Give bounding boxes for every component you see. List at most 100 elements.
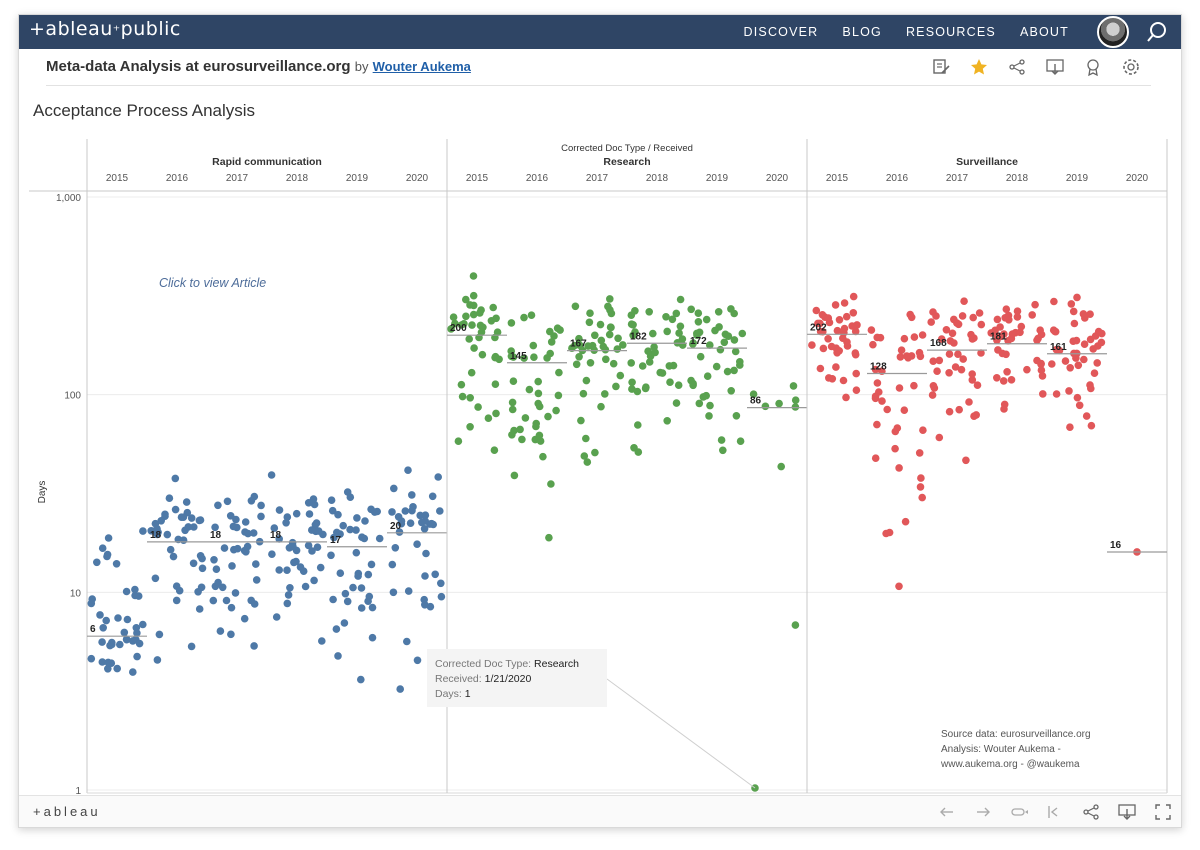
data-point[interactable] bbox=[198, 564, 207, 573]
data-point[interactable] bbox=[227, 603, 236, 612]
data-point[interactable] bbox=[1039, 390, 1047, 398]
data-point[interactable] bbox=[649, 329, 657, 338]
data-point[interactable] bbox=[301, 582, 310, 591]
data-point[interactable] bbox=[171, 505, 180, 514]
data-point[interactable] bbox=[896, 353, 905, 361]
data-point[interactable] bbox=[318, 637, 326, 645]
data-point[interactable] bbox=[252, 560, 260, 568]
data-point[interactable] bbox=[702, 315, 711, 324]
data-point[interactable] bbox=[597, 402, 605, 411]
data-point[interactable] bbox=[583, 458, 592, 466]
fullscreen-icon[interactable] bbox=[1153, 802, 1173, 822]
data-point[interactable] bbox=[493, 328, 502, 336]
data-point[interactable] bbox=[361, 517, 369, 525]
data-point[interactable] bbox=[972, 411, 980, 419]
series-research[interactable] bbox=[447, 272, 800, 629]
data-point[interactable] bbox=[252, 576, 261, 584]
data-point[interactable] bbox=[878, 397, 886, 405]
data-point[interactable] bbox=[1073, 393, 1082, 402]
data-point[interactable] bbox=[584, 342, 592, 350]
data-point[interactable] bbox=[343, 597, 352, 606]
data-point[interactable] bbox=[1033, 356, 1041, 365]
data-point[interactable] bbox=[257, 501, 265, 510]
data-point[interactable] bbox=[391, 544, 400, 552]
data-point[interactable] bbox=[883, 405, 891, 414]
data-point[interactable] bbox=[977, 320, 986, 329]
data-point[interactable] bbox=[676, 322, 685, 331]
data-point[interactable] bbox=[1097, 338, 1106, 347]
data-point[interactable] bbox=[413, 656, 422, 665]
data-point[interactable] bbox=[534, 389, 543, 398]
data-point[interactable] bbox=[959, 355, 967, 363]
data-point[interactable] bbox=[327, 551, 335, 560]
data-point[interactable] bbox=[775, 399, 783, 408]
data-point[interactable] bbox=[577, 416, 585, 425]
data-point[interactable] bbox=[791, 403, 800, 411]
data-point[interactable] bbox=[546, 349, 554, 358]
data-point[interactable] bbox=[714, 308, 723, 316]
data-point[interactable] bbox=[403, 637, 411, 646]
data-point[interactable] bbox=[967, 330, 975, 339]
data-point[interactable] bbox=[839, 376, 848, 385]
data-point[interactable] bbox=[249, 529, 258, 537]
data-point[interactable] bbox=[469, 310, 478, 319]
data-point[interactable] bbox=[869, 340, 877, 349]
data-point[interactable] bbox=[1072, 354, 1080, 362]
data-point[interactable] bbox=[129, 637, 137, 645]
data-point[interactable] bbox=[616, 371, 625, 380]
data-point[interactable] bbox=[190, 523, 198, 531]
data-point[interactable] bbox=[1082, 412, 1091, 420]
data-point[interactable] bbox=[316, 563, 325, 572]
data-point[interactable] bbox=[187, 514, 196, 522]
data-point[interactable] bbox=[957, 365, 966, 374]
data-point[interactable] bbox=[977, 349, 985, 357]
data-point[interactable] bbox=[283, 599, 292, 608]
data-point[interactable] bbox=[257, 512, 265, 521]
data-point[interactable] bbox=[270, 524, 279, 532]
data-point[interactable] bbox=[336, 569, 345, 577]
series-rapid-communication[interactable] bbox=[87, 466, 446, 693]
data-point[interactable] bbox=[839, 334, 847, 342]
data-point[interactable] bbox=[484, 414, 493, 423]
data-point[interactable] bbox=[572, 360, 581, 369]
data-point[interactable] bbox=[835, 347, 843, 355]
data-point[interactable] bbox=[1080, 340, 1089, 348]
data-point[interactable] bbox=[835, 316, 844, 324]
data-point[interactable] bbox=[406, 519, 415, 527]
data-point[interactable] bbox=[1066, 423, 1074, 432]
data-point[interactable] bbox=[1080, 355, 1088, 364]
data-point[interactable] bbox=[107, 659, 116, 667]
data-point[interactable] bbox=[937, 335, 946, 343]
data-point[interactable] bbox=[832, 363, 840, 371]
data-point[interactable] bbox=[1000, 400, 1009, 409]
data-point[interactable] bbox=[341, 589, 350, 598]
data-point[interactable] bbox=[395, 528, 404, 536]
data-point[interactable] bbox=[244, 529, 252, 538]
data-point[interactable] bbox=[509, 353, 518, 361]
data-point[interactable] bbox=[329, 595, 337, 604]
data-point[interactable] bbox=[357, 604, 366, 612]
data-point[interactable] bbox=[613, 345, 622, 353]
data-point[interactable] bbox=[928, 391, 937, 399]
data-point[interactable] bbox=[189, 559, 198, 568]
data-point[interactable] bbox=[451, 319, 459, 328]
data-point[interactable] bbox=[918, 493, 926, 502]
data-point[interactable] bbox=[791, 621, 800, 629]
data-point[interactable] bbox=[1013, 313, 1022, 321]
data-point[interactable] bbox=[465, 335, 474, 343]
data-point[interactable] bbox=[166, 545, 175, 554]
data-point[interactable] bbox=[194, 588, 202, 596]
data-point[interactable] bbox=[132, 624, 141, 632]
data-point[interactable] bbox=[575, 353, 583, 361]
data-point[interactable] bbox=[87, 599, 96, 608]
data-point[interactable] bbox=[240, 614, 249, 623]
data-point[interactable] bbox=[1049, 326, 1058, 334]
data-point[interactable] bbox=[275, 566, 284, 574]
data-point[interactable] bbox=[289, 542, 297, 550]
data-point[interactable] bbox=[299, 567, 308, 575]
data-point[interactable] bbox=[852, 369, 860, 378]
data-point[interactable] bbox=[672, 309, 681, 318]
data-point[interactable] bbox=[1067, 300, 1076, 308]
data-point[interactable] bbox=[951, 363, 960, 371]
data-point[interactable] bbox=[935, 433, 944, 442]
